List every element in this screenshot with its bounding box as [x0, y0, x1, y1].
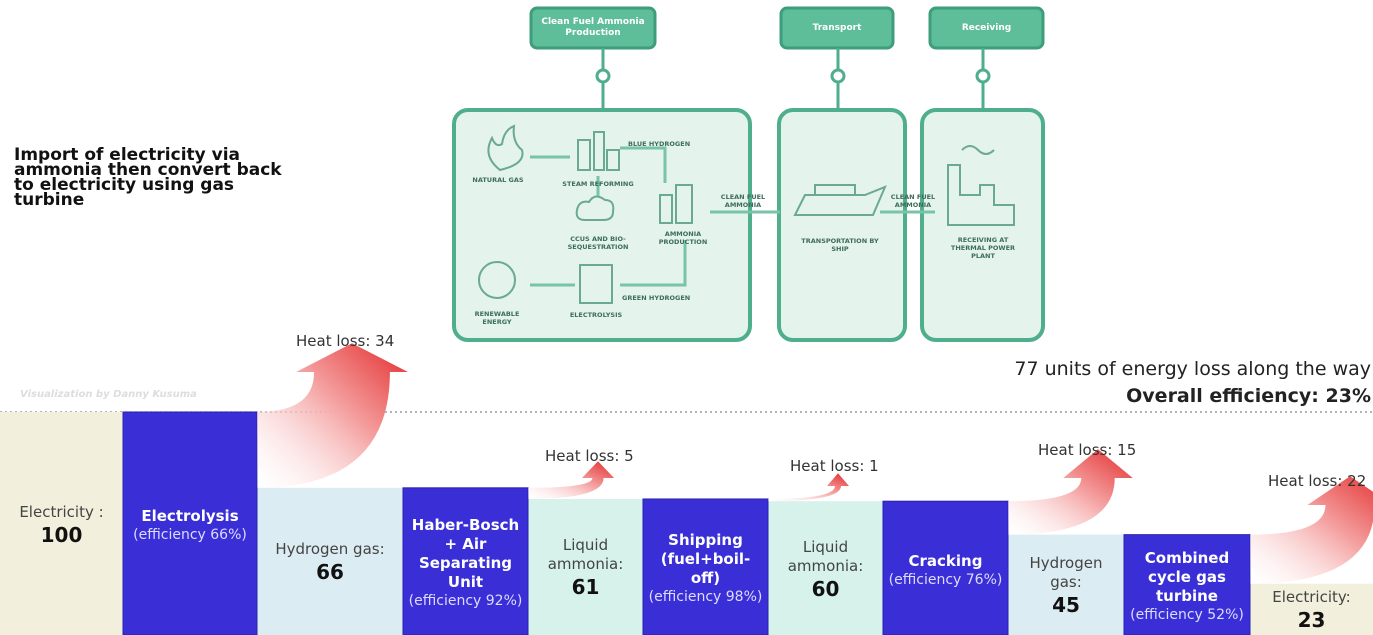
- stage-title: Transport: [812, 22, 862, 33]
- flow-label: Electricity:: [1272, 588, 1351, 607]
- flow-label: Liquid ammonia:: [787, 537, 864, 575]
- flow-band: [768, 501, 883, 635]
- connector-node: [595, 68, 611, 84]
- icon-reformer: [577, 139, 591, 171]
- label: BLUE HYDROGEN: [628, 140, 691, 148]
- icon-electrolysis: [579, 264, 613, 304]
- flow-arrow: [620, 240, 687, 287]
- process-box: [122, 411, 258, 635]
- label: STEAM REFORMING: [562, 180, 634, 188]
- process-box: [642, 498, 769, 635]
- process-efficiency: (efficiency 92%): [408, 593, 523, 610]
- stage-title: Clean Fuel Ammonia Production: [541, 17, 645, 38]
- heat-loss-label: Heat loss: 5: [545, 447, 634, 465]
- stage-title: Receiving: [961, 22, 1012, 33]
- connector-node: [975, 68, 991, 84]
- label: CLEAN FUEL AMMONIA: [720, 193, 766, 209]
- process-efficiency: (efficiency 52%): [1130, 607, 1244, 624]
- flow-arrow: [620, 146, 667, 183]
- heat-loss-arrow: [1008, 449, 1133, 535]
- icon-plant: [947, 145, 1015, 226]
- process-name: Combined cycle gas turbine: [1144, 549, 1230, 606]
- flow-text: Liquid ammonia: 60: [774, 501, 877, 635]
- flow-band: [0, 412, 123, 635]
- flow-band: [1250, 583, 1373, 635]
- label: ELECTROLYSIS: [569, 311, 623, 319]
- heat-loss-label: Heat loss: 1: [790, 457, 879, 475]
- process-efficiency: (efficiency 76%): [888, 571, 1003, 588]
- label: TRANSPORTATION BY SHIP: [801, 237, 879, 253]
- heat-loss-label: Heat loss: 34: [296, 332, 395, 350]
- flow-value: 100: [40, 522, 83, 547]
- process-box: [1123, 534, 1251, 635]
- process-text: Haber-Bosch + Air Separating Unit (effici…: [407, 492, 524, 635]
- icon-reformer: [593, 131, 605, 171]
- flow-label: Electricity :: [19, 502, 104, 521]
- loss-summary: 77 units of energy loss along the way: [1014, 358, 1371, 380]
- process-name: Haber-Bosch + Air Separating Unit: [411, 516, 520, 592]
- process-text: Cracking (efficiency 76%): [887, 505, 1004, 635]
- flow-value: 23: [1297, 608, 1326, 633]
- flow-text: Liquid ammonia: 61: [534, 499, 637, 635]
- flow-band: [528, 498, 643, 635]
- connector-node: [830, 68, 846, 84]
- energy-flow: [0, 343, 1373, 635]
- process-box: [882, 500, 1009, 635]
- icon-ship: [793, 184, 887, 216]
- stage-tab: [928, 6, 1045, 50]
- process-text: Electrolysis (efficiency 66%): [127, 416, 253, 635]
- flow-label: Hydrogen gas:: [1029, 554, 1103, 592]
- stage-panel: [777, 108, 907, 342]
- flow-text: Electricity :100: [6, 412, 117, 635]
- process-name: Cracking: [908, 551, 983, 570]
- flow-label: Hydrogen gas:: [275, 540, 385, 559]
- heat-loss-arrow: [528, 461, 615, 499]
- flow-value: 61: [571, 575, 600, 600]
- heading: Import of electricity via ammonia then c…: [14, 145, 282, 210]
- overall-efficiency: Overall efficiency: 23%: [1126, 385, 1371, 407]
- label: RECEIVING AT THERMAL POWER PLANT: [950, 236, 1016, 260]
- flow-value: 66: [316, 560, 344, 585]
- process-efficiency: (efficiency 98%): [648, 589, 763, 606]
- process-text: Shipping (fuel+boil-off) (efficiency 98%): [647, 503, 764, 635]
- label: AMMONIA PRODUCTION: [658, 230, 708, 246]
- icon-ammonia: [675, 184, 693, 224]
- stage-tab: [529, 6, 657, 50]
- flow-band: [257, 487, 403, 635]
- flow-value: 60: [811, 576, 840, 601]
- label: CCUS AND BIO-SEQUESTRATION: [567, 235, 629, 251]
- icon-ccus: [575, 195, 615, 221]
- icon-renewable: [478, 261, 516, 299]
- label: RENEWABLE ENERGY: [474, 310, 520, 326]
- icon-reformer: [606, 149, 620, 171]
- flow-text: Electricity: 23: [1256, 584, 1367, 635]
- flow-text: Hydrogen gas: 45: [1014, 535, 1118, 635]
- flow-text: Hydrogen gas: 66: [263, 488, 397, 635]
- heat-loss-arrow: [1250, 476, 1373, 584]
- label: CLEAN FUEL AMMONIA: [890, 193, 936, 209]
- label: NATURAL GAS: [472, 176, 524, 184]
- label: GREEN HYDROGEN: [622, 294, 691, 302]
- heat-loss-arrow: [768, 473, 849, 502]
- flow-band: [1008, 534, 1124, 635]
- process-name: Electrolysis: [141, 507, 239, 525]
- flow-value: 45: [1052, 593, 1080, 618]
- process-efficiency: (efficiency 66%): [133, 527, 247, 543]
- process-text: Combined cycle gas turbine (efficiency 52…: [1128, 539, 1246, 635]
- credit: Visualization by Danny Kusuma: [20, 389, 197, 400]
- process-name: Shipping (fuel+boil-off): [660, 531, 751, 588]
- process-box: [402, 487, 529, 635]
- icon-gas: [487, 124, 524, 172]
- heat-loss-arrow: [257, 343, 408, 488]
- heat-loss-label: Heat loss: 15: [1038, 441, 1137, 459]
- icon-ammonia: [659, 194, 673, 224]
- supply-chain: [452, 6, 1045, 342]
- heat-loss-label: Heat loss: 22: [1268, 472, 1367, 490]
- flow-label: Liquid ammonia:: [547, 536, 624, 574]
